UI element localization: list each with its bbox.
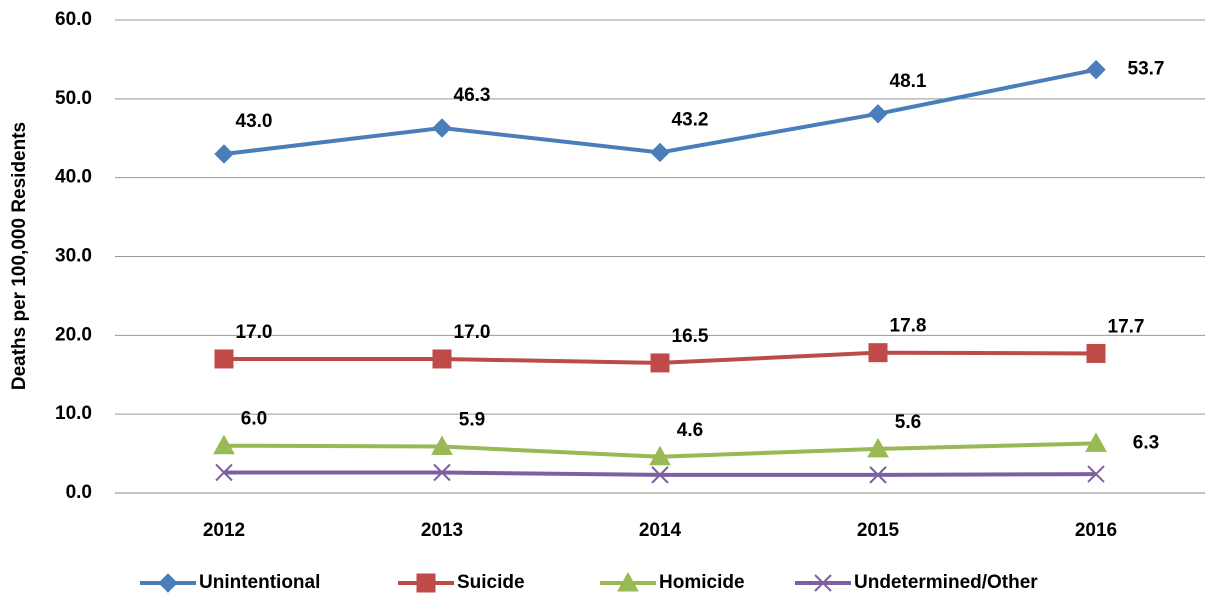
marker	[213, 434, 235, 455]
x-tick-label: 2015	[857, 520, 900, 541]
y-axis-label: Deaths per 100,000 Residents	[9, 122, 30, 390]
y-tick-label: 30.0	[55, 246, 92, 267]
data-label: 17.0	[236, 322, 273, 343]
y-tick-label: 10.0	[55, 403, 92, 424]
marker	[1087, 465, 1105, 483]
data-label: 4.6	[677, 420, 703, 441]
marker	[433, 463, 451, 482]
legend-label: Undetermined/Other	[854, 572, 1038, 593]
data-label: 17.7	[1108, 316, 1145, 337]
x-tick-label: 2012	[203, 520, 245, 541]
y-tick-label: 20.0	[55, 324, 92, 345]
x-tick-label: 2014	[639, 520, 682, 541]
data-label: 6.3	[1133, 432, 1159, 453]
x-tick-label: 2013	[421, 520, 463, 541]
data-label: 43.0	[236, 111, 273, 132]
data-label: 5.6	[895, 412, 921, 433]
y-tick-label: 60.0	[55, 9, 92, 30]
data-label: 5.9	[459, 410, 485, 431]
marker	[868, 343, 888, 363]
legend-label: Homicide	[659, 572, 745, 593]
marker	[214, 349, 234, 369]
marker	[1086, 343, 1106, 363]
data-label: 17.8	[890, 316, 927, 337]
marker	[431, 435, 453, 455]
data-label: 6.0	[241, 409, 267, 430]
legend-marker	[814, 574, 832, 592]
y-tick-label: 40.0	[55, 167, 92, 188]
data-label: 16.5	[672, 326, 709, 347]
marker	[650, 353, 670, 373]
data-label: 46.3	[454, 85, 491, 106]
x-tick-label: 2016	[1075, 520, 1117, 541]
marker	[651, 466, 669, 484]
marker	[869, 466, 887, 484]
marker	[649, 445, 671, 466]
legend-label: Suicide	[457, 572, 525, 593]
marker	[1086, 59, 1106, 80]
marker	[215, 463, 233, 482]
legend-label: Unintentional	[199, 572, 320, 593]
legend-marker	[617, 571, 639, 592]
marker	[1085, 432, 1107, 452]
data-label: 48.1	[890, 71, 927, 92]
legend-marker	[416, 573, 436, 593]
marker	[867, 437, 889, 458]
y-tick-label: 50.0	[55, 88, 92, 109]
marker	[650, 142, 670, 163]
marker	[432, 349, 452, 369]
series-line	[223, 67, 1097, 157]
marker	[868, 104, 888, 124]
data-label: 17.0	[454, 322, 491, 343]
legend-marker	[158, 573, 178, 593]
data-label: 43.2	[672, 109, 709, 130]
marker	[214, 144, 234, 164]
y-tick-label: 0.0	[66, 482, 92, 503]
data-label: 53.7	[1128, 59, 1165, 80]
marker	[432, 118, 452, 138]
